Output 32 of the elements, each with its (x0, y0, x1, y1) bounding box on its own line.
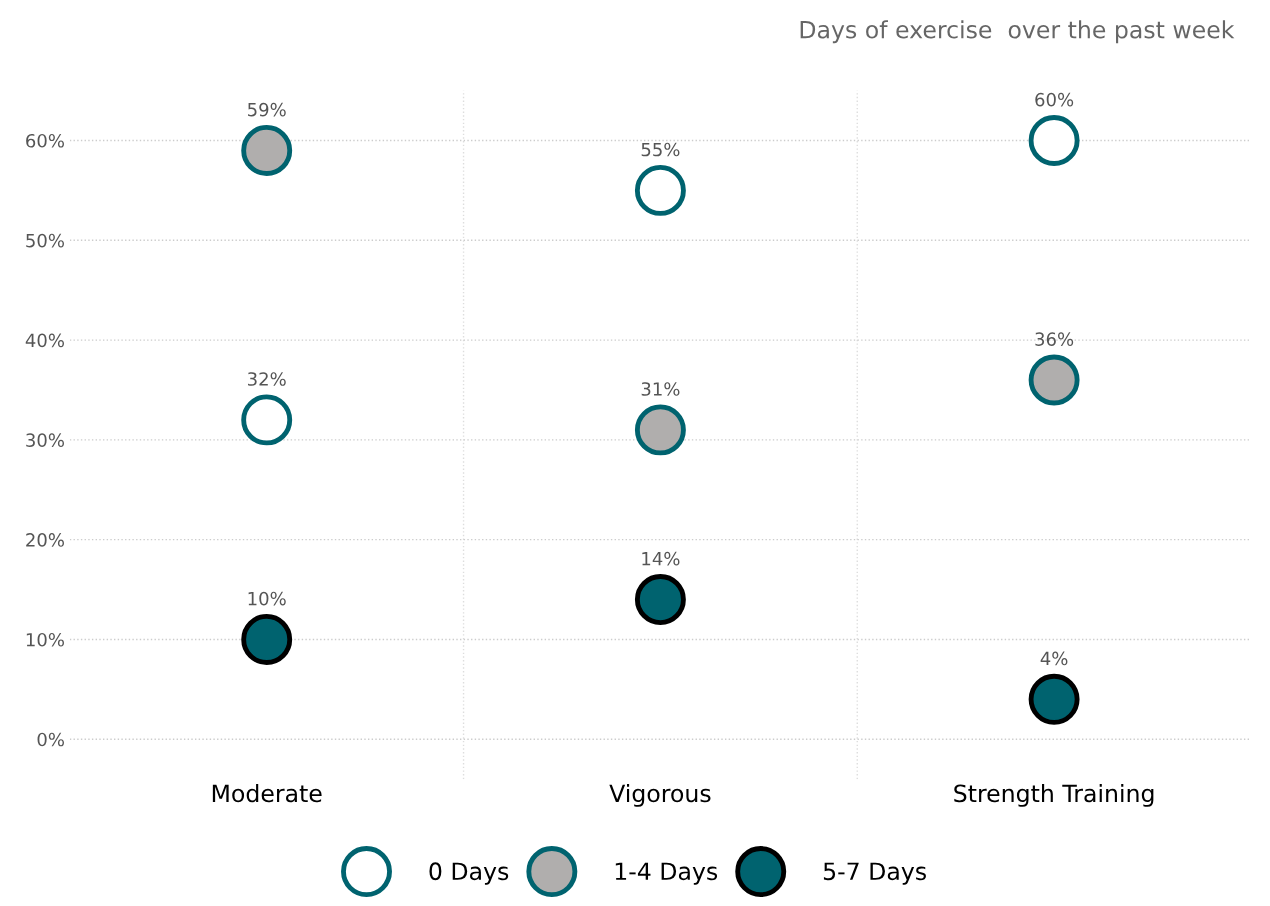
point (634, 574, 686, 625)
y-tick-label: 50% (26, 233, 64, 248)
legend-label: 1-4 Days (615, 862, 718, 885)
data-label: 10% (248, 591, 286, 606)
data-label: 32% (248, 372, 286, 386)
point (1028, 115, 1080, 166)
data-label: 31% (641, 382, 680, 396)
data-label: 14% (642, 551, 680, 566)
y-tick-label: 10% (26, 632, 64, 647)
y-tick-label: 60% (26, 133, 64, 148)
chart-title: Days of exercise over the past week (800, 20, 1235, 44)
x-tick-label: Vigorous (609, 784, 711, 807)
y-tick-label: 40% (25, 333, 64, 348)
point (1028, 673, 1080, 725)
data-label: 4% (1040, 651, 1068, 666)
point (634, 164, 686, 216)
point (241, 613, 293, 665)
legend-label: 5-7 Days (823, 862, 926, 885)
legend-label: 0 Days (429, 862, 509, 885)
x-tick-label: Strength Training (954, 784, 1154, 807)
y-tick-label: 30% (26, 433, 64, 447)
data-label: 59% (248, 102, 286, 117)
point (241, 125, 293, 176)
point (634, 404, 686, 456)
y-tick-label: 20% (26, 533, 64, 547)
point (1028, 354, 1080, 406)
data-label: 36% (1035, 332, 1074, 346)
point (241, 394, 293, 446)
data-label: 55% (641, 142, 680, 157)
x-tick-label: Moderate (212, 784, 322, 803)
y-tick-label: 0% (37, 732, 64, 747)
data-label: 60% (1035, 92, 1074, 107)
